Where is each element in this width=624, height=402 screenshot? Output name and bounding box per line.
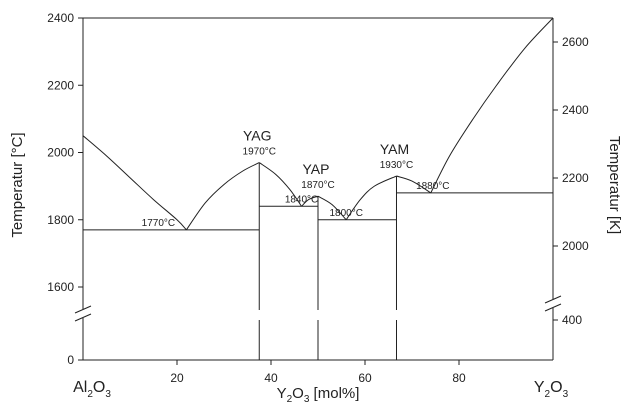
y-axis-title-left: Temperatur [°C]: [9, 132, 26, 237]
y-tick-label-right-low: 400: [562, 313, 582, 327]
y-tick-label-right: 2000: [562, 239, 589, 253]
right-break-mark-2: [544, 303, 562, 312]
compound-melting-yag: 1970°C: [243, 147, 276, 158]
x-tick-label: 40: [264, 371, 278, 385]
y-tick-label-right: 2600: [562, 35, 589, 49]
compound-label-yap: YAP: [303, 161, 330, 177]
eutectic-label-4: 1880°C: [416, 181, 449, 192]
eutectic-label-3: 1800°C: [329, 208, 362, 219]
x-tick-label: 80: [452, 371, 466, 385]
composition-right: Y2O3: [534, 379, 569, 400]
liquidus-segment-4: [301, 195, 319, 207]
compound-label-yag: YAG: [243, 128, 272, 144]
liquidus-segment-7: [396, 175, 432, 194]
y-tick-label-left: 1600: [47, 280, 74, 294]
x-axis-title: Y2O3 [mol%]: [277, 385, 360, 402]
liquidus-curves: [82, 17, 554, 231]
left-break-mark-2: [74, 313, 92, 322]
liquidus-segment-8: [430, 17, 554, 194]
liquidus-segment-2: [185, 162, 260, 231]
liquidus-segment-1: [82, 135, 187, 231]
y-tick-label-left-zero: 0: [67, 353, 74, 367]
x-tick-label: 20: [170, 371, 184, 385]
liquidus-segment-6: [345, 175, 397, 221]
liquidus-segment-3: [258, 162, 302, 207]
chart-labels: YAG 1970°C YAP 1870°C YAM 1930°C 1770°C 1840°C 1…: [9, 128, 623, 402]
plot-frame: [74, 17, 562, 361]
x-tick-label: 60: [358, 371, 372, 385]
y-tick-label-right: 2400: [562, 103, 589, 117]
liquidus-segment-5: [317, 195, 347, 221]
y-tick-label-left: 2200: [47, 78, 74, 92]
axis-ticks: 1600 1800 2000 2200 2400 0 2000 2200 2400 2600 400…: [47, 11, 589, 385]
y-tick-label-left: 2000: [47, 146, 74, 160]
compound-melting-yam: 1930°C: [380, 160, 413, 171]
compound-label-yam: YAM: [380, 141, 409, 157]
composition-left: Al2O3: [73, 379, 111, 400]
y-axis-title-right: Temperatur [K]: [606, 136, 623, 234]
right-break-mark-1: [544, 295, 562, 304]
eutectic-label-2: 1840°C: [285, 194, 318, 205]
eutectic-lines: [83, 162, 553, 360]
compound-melting-yap: 1870°C: [301, 180, 334, 191]
y-tick-label-right: 2200: [562, 171, 589, 185]
eutectic-label-1: 1770°C: [142, 218, 175, 229]
y-tick-label-left: 2400: [47, 11, 74, 25]
y-tick-label-left: 1800: [47, 213, 74, 227]
left-break-mark-1: [74, 305, 92, 314]
